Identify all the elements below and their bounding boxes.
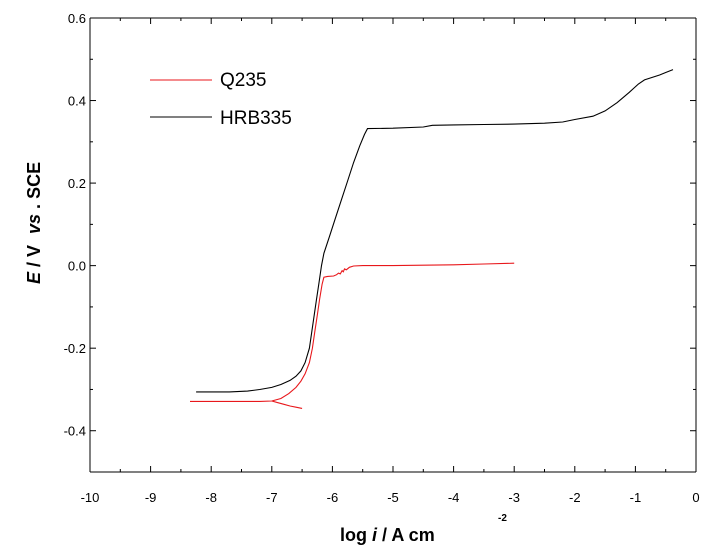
legend-label-hrb335: HRB335 — [220, 108, 292, 129]
x-tick-label: -3 — [508, 490, 520, 505]
y-tick-label: -0.2 — [64, 341, 86, 356]
legend-label-q235: Q235 — [220, 70, 266, 91]
series-layer — [190, 69, 674, 409]
y-tick-label: 0.2 — [68, 176, 86, 191]
x-tick-label: -2 — [569, 490, 581, 505]
series-branch-q235 — [271, 400, 303, 409]
y-tick-label: 0.6 — [68, 11, 86, 26]
x-tick-label: -6 — [327, 490, 339, 505]
y-tick-label: 0.4 — [68, 94, 86, 109]
plot-frame — [89, 17, 697, 473]
y-axis-title: E / V vs. SCE — [24, 162, 44, 284]
x-tick-label: 0 — [692, 490, 699, 505]
y-tick-label: -0.4 — [64, 424, 86, 439]
x-axis-ticks: -10 -9 -8 -7 -6 -5 -4 -3 -2 -1 0 — [81, 18, 700, 505]
x-tick-label: -1 — [630, 490, 642, 505]
x-tick-label: -4 — [448, 490, 460, 505]
x-axis-title-superscript: -2 — [498, 513, 507, 524]
series-line-hrb335 — [196, 69, 674, 393]
series-line-q235 — [190, 262, 515, 402]
y-axis-ticks: -0.4 -0.2 0.0 0.2 0.4 0.6 — [64, 11, 696, 473]
legend: Q235 HRB335 — [150, 70, 292, 129]
x-tick-label: -5 — [387, 490, 399, 505]
y-tick-label: 0.0 — [68, 259, 86, 274]
x-tick-label: -8 — [205, 490, 217, 505]
x-tick-label: -9 — [145, 490, 157, 505]
x-tick-label: -7 — [266, 490, 278, 505]
x-tick-label: -10 — [81, 490, 100, 505]
x-axis-title: log i / A cm — [340, 525, 435, 545]
